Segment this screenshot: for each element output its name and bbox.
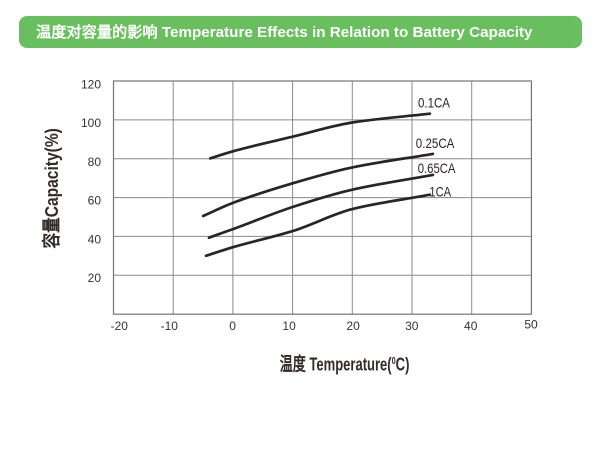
svg-text:20: 20 bbox=[346, 319, 360, 333]
svg-text:80: 80 bbox=[88, 155, 102, 169]
svg-text:-10: -10 bbox=[161, 319, 179, 333]
svg-text:30: 30 bbox=[405, 319, 419, 333]
svg-text:1CA: 1CA bbox=[429, 185, 451, 200]
svg-text:0.1CA: 0.1CA bbox=[418, 96, 451, 111]
svg-text:0: 0 bbox=[229, 319, 236, 333]
svg-text:0.65CA: 0.65CA bbox=[418, 161, 456, 176]
svg-text:温度 Temperature(0C): 温度 Temperature(0C) bbox=[280, 353, 410, 374]
svg-text:20: 20 bbox=[88, 271, 102, 285]
svg-text:60: 60 bbox=[88, 194, 102, 208]
svg-text:容量Capacity(%): 容量Capacity(%) bbox=[41, 128, 62, 248]
svg-text:温度对容量的影响 Temperature Effects i: 温度对容量的影响 Temperature Effects in Relation… bbox=[36, 23, 533, 41]
svg-text:50: 50 bbox=[524, 317, 538, 331]
svg-text:120: 120 bbox=[81, 78, 101, 92]
svg-text:0.25CA: 0.25CA bbox=[416, 136, 455, 151]
svg-text:40: 40 bbox=[464, 319, 478, 333]
svg-text:10: 10 bbox=[282, 319, 296, 333]
svg-text:40: 40 bbox=[88, 233, 102, 247]
svg-text:100: 100 bbox=[81, 116, 101, 130]
svg-text:-20: -20 bbox=[111, 319, 129, 333]
